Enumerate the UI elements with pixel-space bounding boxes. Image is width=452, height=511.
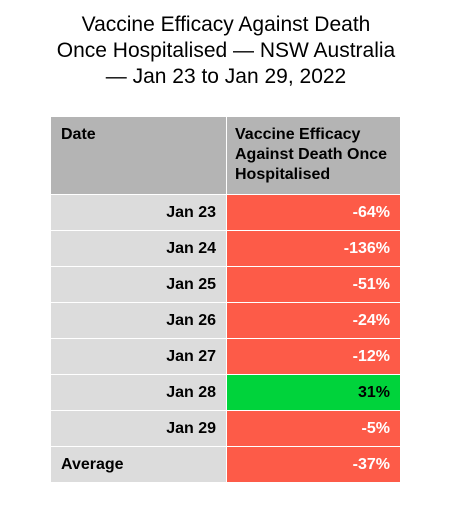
date-cell: Jan 27 xyxy=(50,338,227,375)
chart-title: Vaccine Efficacy Against Death Once Hosp… xyxy=(0,12,452,90)
efficacy-value-cell: -24% xyxy=(226,302,401,339)
date-cell: Jan 23 xyxy=(50,194,227,231)
efficacy-value-cell: -5% xyxy=(226,410,401,447)
title-line-1: Vaccine Efficacy Against Death xyxy=(81,13,371,36)
date-cell: Jan 26 xyxy=(50,302,227,339)
table-row: Jan 29 -5% xyxy=(50,410,401,447)
efficacy-value-cell: 31% xyxy=(226,374,401,411)
efficacy-value-cell: -51% xyxy=(226,266,401,303)
header-efficacy: Vaccine Efficacy Against Death Once Hosp… xyxy=(226,116,401,195)
table-row: Jan 26 -24% xyxy=(50,302,401,339)
table-row: Jan 27 -12% xyxy=(50,338,401,375)
header-row: Date Vaccine Efficacy Against Death Once… xyxy=(50,116,401,195)
table-row: Jan 28 31% xyxy=(50,374,401,411)
header-date: Date xyxy=(50,116,227,195)
date-cell: Jan 24 xyxy=(50,230,227,267)
efficacy-value-cell: -12% xyxy=(226,338,401,375)
date-cell: Jan 28 xyxy=(50,374,227,411)
date-cell: Jan 29 xyxy=(50,410,227,447)
table-body: Jan 23 -64% Jan 24 -136% Jan 25 -51% Jan 26 -24… xyxy=(50,194,401,483)
average-row: Average -37% xyxy=(50,446,401,483)
title-line-3: — Jan 23 to Jan 29, 2022 xyxy=(105,65,347,88)
average-label: Average xyxy=(50,446,227,483)
efficacy-table: Date Vaccine Efficacy Against Death Once… xyxy=(50,116,401,483)
title-line-2: Once Hospitalised — NSW Australia xyxy=(56,39,396,62)
table-row: Jan 23 -64% xyxy=(50,194,401,231)
efficacy-value-cell: -64% xyxy=(226,194,401,231)
date-cell: Jan 25 xyxy=(50,266,227,303)
table-row: Jan 25 -51% xyxy=(50,266,401,303)
efficacy-value-cell: -136% xyxy=(226,230,401,267)
average-value: -37% xyxy=(226,446,401,483)
table-row: Jan 24 -136% xyxy=(50,230,401,267)
